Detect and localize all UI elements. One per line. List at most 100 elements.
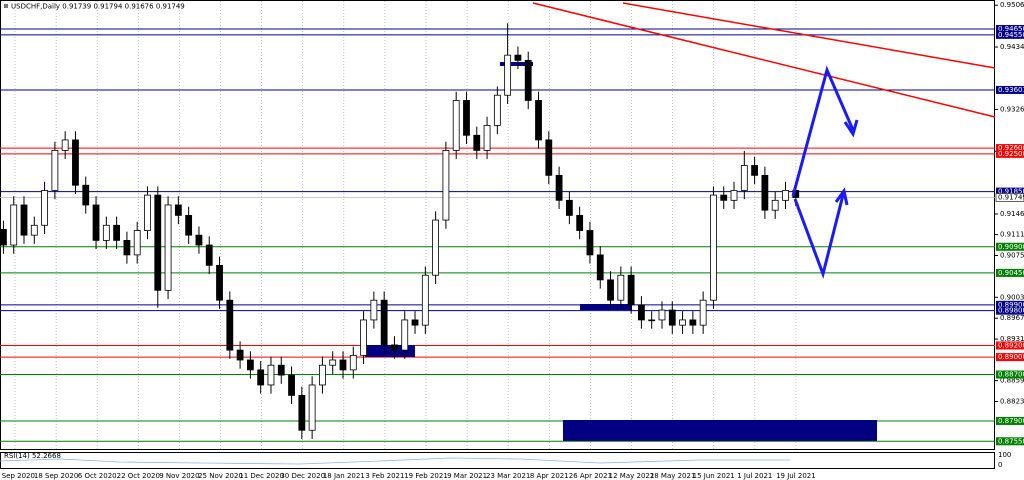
candle-body bbox=[277, 364, 285, 376]
zone bbox=[500, 62, 533, 66]
level-label-box bbox=[996, 306, 1024, 315]
candle-body bbox=[432, 219, 440, 276]
x-tick-label: 9 Mar 2021 bbox=[447, 472, 487, 480]
x-tick-label: 12 May 2021 bbox=[609, 472, 655, 480]
candle-body bbox=[185, 215, 193, 236]
x-tick-label: 2 Sep 2020 bbox=[0, 472, 35, 480]
y-tick-label: 0.88595 bbox=[1000, 377, 1024, 385]
candle-body bbox=[144, 194, 151, 231]
arrow-head bbox=[834, 187, 849, 206]
candle-body bbox=[411, 319, 419, 326]
level-label-box bbox=[996, 437, 1024, 446]
level-label-box bbox=[996, 416, 1024, 425]
candle-body bbox=[463, 100, 470, 136]
chart-title: USDCHF,Daily 0.91739 0.91794 0.91676 0.9… bbox=[11, 3, 185, 11]
candle-body bbox=[586, 230, 594, 256]
candle-body bbox=[493, 94, 501, 126]
candle-body bbox=[545, 139, 553, 176]
arrow-up-path bbox=[791, 65, 855, 197]
candle-body bbox=[349, 354, 357, 371]
candle-body bbox=[627, 274, 635, 306]
candle-body bbox=[607, 279, 614, 301]
rsi-tick-label: 0 bbox=[998, 461, 1002, 469]
x-tick-label: 9 Nov 2020 bbox=[159, 472, 199, 480]
level-label-box bbox=[996, 353, 1024, 362]
level-label-box bbox=[996, 85, 1024, 94]
candle-body bbox=[710, 194, 717, 301]
candle-body bbox=[565, 199, 573, 216]
candle-body bbox=[164, 204, 172, 291]
candle-body bbox=[761, 174, 769, 211]
candle-body bbox=[257, 369, 265, 386]
x-tick-label: 22 Oct 2020 bbox=[117, 472, 160, 480]
level-label-box bbox=[996, 300, 1024, 309]
level-label-box bbox=[996, 149, 1024, 158]
x-tick-label: 19 Jul 2021 bbox=[776, 472, 816, 480]
candle-body bbox=[689, 319, 697, 326]
candle-body bbox=[668, 309, 676, 326]
level-label-box bbox=[996, 187, 1024, 196]
x-tick-label: 6 Oct 2020 bbox=[78, 472, 117, 480]
candle-body bbox=[771, 199, 779, 211]
candle-body bbox=[298, 395, 306, 431]
candle-body bbox=[216, 264, 223, 301]
forecast-arrows bbox=[791, 65, 859, 280]
candle-body bbox=[648, 319, 656, 322]
candle-body bbox=[452, 100, 460, 151]
trend-line bbox=[532, 2, 996, 118]
x-tick-label: 8 Apr 2021 bbox=[530, 472, 569, 480]
trend-line bbox=[622, 2, 996, 69]
candle-body bbox=[679, 319, 686, 326]
candle-body bbox=[30, 224, 38, 236]
candle-body bbox=[61, 139, 69, 151]
candle-body bbox=[360, 319, 367, 356]
menu-icon[interactable] bbox=[4, 4, 8, 8]
candle-body bbox=[20, 204, 28, 236]
candle-body bbox=[195, 234, 203, 246]
candle-body bbox=[267, 364, 275, 386]
candle-body bbox=[226, 299, 234, 351]
candle-body bbox=[319, 364, 326, 386]
candle-body bbox=[10, 204, 18, 246]
rsi-line bbox=[0, 457, 790, 465]
candle-body bbox=[174, 204, 182, 216]
candle-body bbox=[82, 184, 90, 206]
candle-body bbox=[730, 190, 738, 201]
candle-body bbox=[504, 54, 512, 96]
candle-body bbox=[596, 254, 604, 281]
candle-body bbox=[524, 59, 532, 101]
level-label-box bbox=[996, 144, 1024, 153]
y-tick-label: 0.93265 bbox=[1000, 105, 1024, 113]
level-label-box bbox=[996, 268, 1024, 277]
rsi-tick-label: 100 bbox=[998, 451, 1011, 459]
y-tick-label: 0.88235 bbox=[1000, 398, 1024, 406]
x-tick-label: 1 Jul 2021 bbox=[737, 472, 772, 480]
candle-body bbox=[133, 230, 141, 256]
x-tick-label: 11 Dec 2020 bbox=[239, 472, 284, 480]
candle-body bbox=[339, 359, 347, 371]
rsi-title: RSI(14) 52.2668 bbox=[4, 452, 61, 460]
candle-body bbox=[782, 190, 789, 201]
zone bbox=[580, 304, 632, 310]
candle-body bbox=[102, 224, 110, 241]
candle-body bbox=[0, 228, 7, 246]
arrow-head bbox=[843, 119, 859, 138]
x-tick-label: 23 Mar 2021 bbox=[486, 472, 530, 480]
